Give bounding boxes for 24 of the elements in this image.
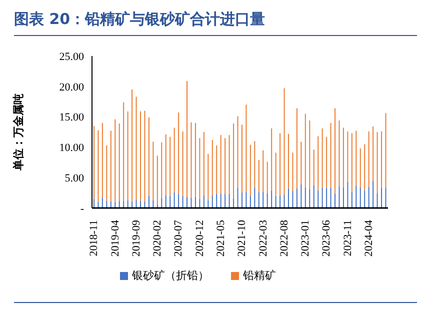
legend-label: 银砂矿（折铅） [132,268,209,283]
x-tick-label: 2020-02 [152,220,164,257]
x-tick-label: 2020-12 [194,220,206,257]
x-tick-label: 2019-04 [109,220,122,257]
chart-title: 图表 20：铅精矿与银砂矿合计进口量 [14,10,417,36]
x-tick-label: 2018-11 [88,220,100,256]
y-tick-label: 5.00 [64,172,84,185]
y-axis-title: 单位：万金属吨 [12,94,25,172]
legend-label: 铅精矿 [243,268,276,283]
y-tick-label: 20.00 [59,81,84,94]
x-tick-label: 2021-05 [214,220,227,257]
x-tick-label: 2023-11 [342,220,354,256]
y-tick-label: 10.00 [59,142,84,154]
y-tick-label: - [80,202,84,215]
x-tick-label: 2023-01 [300,220,312,257]
y-tick-label: 15.00 [59,112,84,124]
x-tick-label: 2019-09 [130,220,142,257]
x-tick-label: 2024-04 [362,220,375,257]
x-tick-label: 2021-10 [236,220,248,257]
x-tick-label: 2022-03 [257,220,270,257]
x-tick-label: 2023-06 [320,220,333,257]
y-tick-label: 25.00 [59,50,84,63]
x-tick-label: 2020-07 [172,220,185,257]
x-tick-label: 2022-08 [278,220,290,257]
